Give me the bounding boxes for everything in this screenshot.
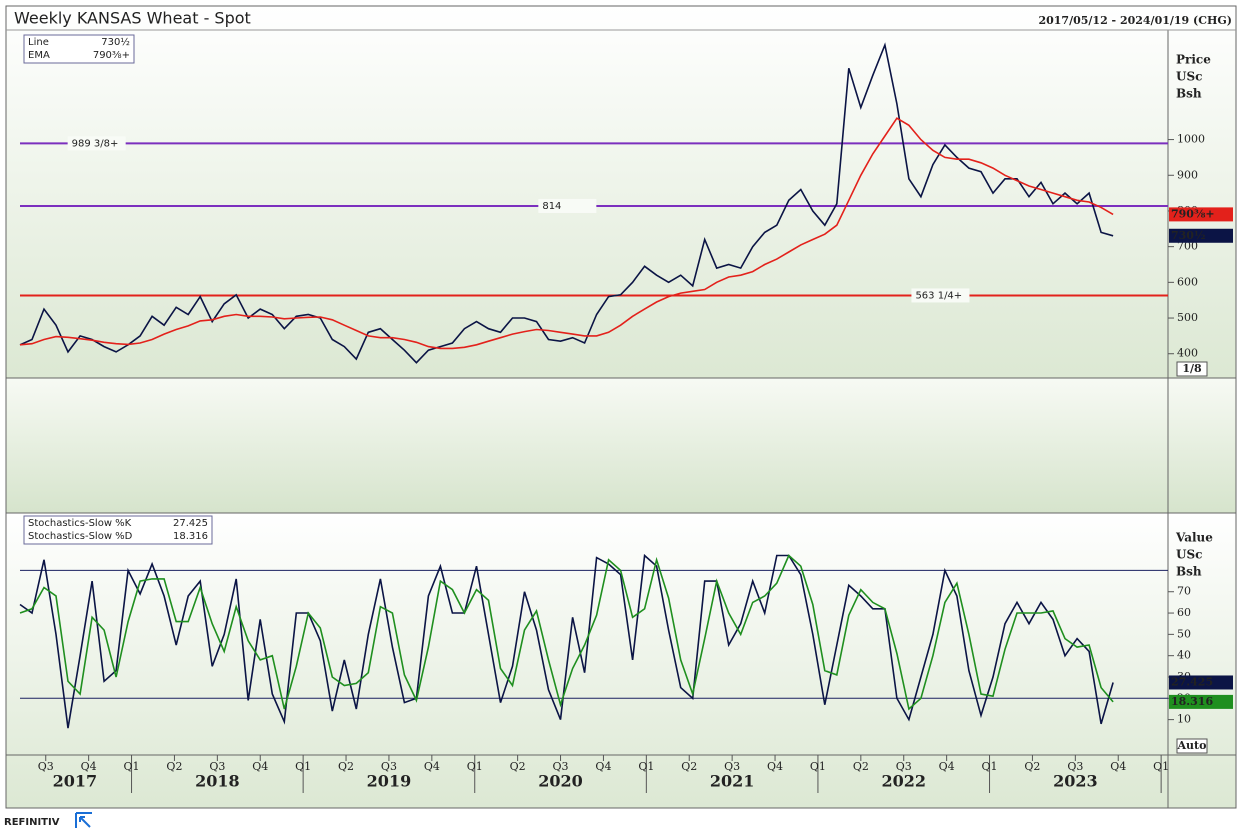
year-label: 2021 xyxy=(710,772,755,791)
y-tick-label: 70 xyxy=(1177,585,1191,598)
y-axis-label: Bsh xyxy=(1176,87,1202,101)
x-tick-label: Q3 xyxy=(896,760,912,773)
value-badge-label: 730½ xyxy=(1171,229,1205,242)
series-line xyxy=(19,554,1114,711)
price-panel-bg xyxy=(6,6,1236,378)
x-tick-label: Q2 xyxy=(681,760,697,773)
value-badge xyxy=(1169,228,1233,243)
y-tick-label: 900 xyxy=(1177,168,1198,181)
legend-value: 18.316 xyxy=(173,531,208,542)
legend-value: 27.425 xyxy=(173,518,208,529)
x-tick-label: Q1 xyxy=(295,760,311,773)
legend-name: EMA xyxy=(28,50,50,61)
y-axis-label: USc xyxy=(1176,70,1202,84)
logo: REFINITIV xyxy=(4,817,60,828)
x-tick-label: Q4 xyxy=(252,760,268,773)
scale-label: 1/8 xyxy=(1182,362,1202,375)
empty-panel-bg xyxy=(6,378,1236,513)
x-tick-label: Q1 xyxy=(124,760,140,773)
x-tick-label: Q2 xyxy=(1024,760,1040,773)
x-tick-label: Q2 xyxy=(166,760,182,773)
value-badge-label: 18.316 xyxy=(1171,695,1213,708)
y-tick-label: 40 xyxy=(1177,649,1191,662)
x-tick-label: Q4 xyxy=(81,760,97,773)
scale-box xyxy=(1176,738,1208,754)
reference-label: 989 3/8+ xyxy=(72,138,119,149)
year-label: 2022 xyxy=(881,772,926,791)
y-tick-label: 400 xyxy=(1177,347,1198,360)
y-tick-label: 600 xyxy=(1177,275,1198,288)
value-badge xyxy=(1169,207,1233,222)
x-tick-label: Q3 xyxy=(38,760,54,773)
y-axis-label: USc xyxy=(1176,548,1202,562)
y-tick-label: 700 xyxy=(1177,240,1198,253)
x-tick-label: Q4 xyxy=(595,760,611,773)
x-tick-label: Q2 xyxy=(510,760,526,773)
scale-label: Auto xyxy=(1177,739,1207,752)
reference-label-bg xyxy=(911,288,970,303)
x-tick-label: Q1 xyxy=(467,760,483,773)
x-tick-label: Q3 xyxy=(724,760,740,773)
legend-name: Stochastics-Slow %K xyxy=(28,518,132,529)
reference-label: 814 xyxy=(542,201,561,212)
y-tick-label: 10 xyxy=(1177,713,1191,726)
y-axis-label: Value xyxy=(1175,531,1213,545)
value-badge-label: 27.425 xyxy=(1171,675,1213,688)
y-tick-label: 60 xyxy=(1177,606,1191,619)
series-line xyxy=(19,117,1114,350)
logo-mark xyxy=(75,812,92,828)
x-tick-label: Q2 xyxy=(853,760,869,773)
x-tick-label: Q4 xyxy=(939,760,955,773)
y-tick-label: 500 xyxy=(1177,311,1198,324)
x-tick-label: Q3 xyxy=(381,760,397,773)
x-tick-label: Q4 xyxy=(424,760,440,773)
x-tick-label: Q3 xyxy=(1067,760,1083,773)
legend-box xyxy=(23,515,213,545)
legend-value: 730½ xyxy=(101,36,130,48)
stoch-panel-bg xyxy=(6,513,1236,808)
date-range: 2017/05/12 - 2024/01/19 (CHG) xyxy=(1038,14,1232,27)
reference-label-bg xyxy=(67,136,126,151)
scale-box xyxy=(1176,361,1208,377)
value-badge xyxy=(1169,675,1233,690)
value-badge xyxy=(1169,694,1233,709)
reference-label: 563 1/4+ xyxy=(915,290,962,301)
y-tick-label: 50 xyxy=(1177,627,1191,640)
legend-box xyxy=(23,34,135,64)
x-tick-label: Q4 xyxy=(767,760,783,773)
year-label: 2018 xyxy=(195,772,240,791)
legend-name: Line xyxy=(28,37,49,48)
y-axis-label: Price xyxy=(1176,53,1211,67)
x-tick-label: Q1 xyxy=(982,760,998,773)
year-label: 2023 xyxy=(1053,772,1098,791)
series-line xyxy=(19,42,1114,364)
x-tick-label: Q1 xyxy=(810,760,826,773)
x-tick-label: Q1 xyxy=(1153,760,1169,773)
chart-title: Weekly KANSAS Wheat - Spot xyxy=(14,9,251,28)
x-tick-label: Q3 xyxy=(553,760,569,773)
value-badge-label: 790⅜+ xyxy=(1171,207,1215,220)
year-label: 2017 xyxy=(53,772,98,791)
x-tick-label: Q2 xyxy=(338,760,354,773)
x-tick-label: Q4 xyxy=(1110,760,1126,773)
frame xyxy=(5,5,1237,809)
y-axis-label: Bsh xyxy=(1176,565,1202,579)
y-tick-label: 1000 xyxy=(1177,133,1205,146)
reference-label-bg xyxy=(538,198,597,213)
year-label: 2020 xyxy=(538,772,583,791)
year-label: 2019 xyxy=(367,772,412,791)
legend-name: Stochastics-Slow %D xyxy=(28,531,133,542)
x-tick-label: Q1 xyxy=(638,760,654,773)
legend-value: 790⅜+ xyxy=(93,50,130,61)
x-tick-label: Q3 xyxy=(209,760,225,773)
